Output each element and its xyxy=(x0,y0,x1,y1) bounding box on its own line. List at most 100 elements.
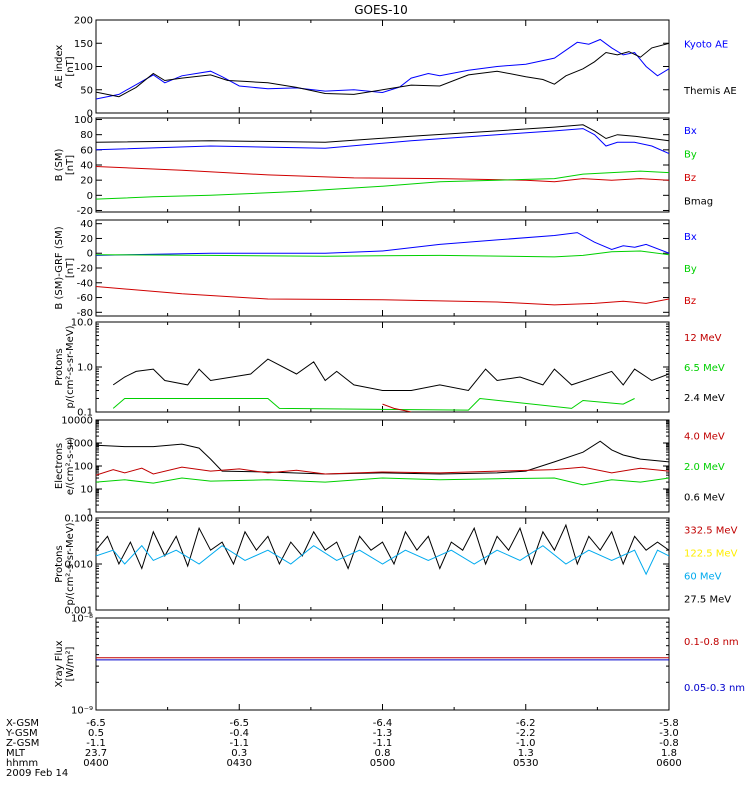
y-tick-label: -80 xyxy=(77,308,93,319)
ephem-value: -1.1 xyxy=(86,738,106,749)
ephem-row-label: Y-GSM xyxy=(5,728,38,739)
ephem-value: -0.8 xyxy=(659,738,679,749)
y-tick-label: 10.0 xyxy=(71,318,93,329)
ephem-value: 0.5 xyxy=(88,728,104,739)
panel-7: 10⁻⁹ 10⁻⁸ Xray Flux[W/m²] 0.1-0.8 nm 0.05-0.… xyxy=(54,614,745,717)
ephem-value: 23.7 xyxy=(85,748,107,759)
y-tick-label: 1.0 xyxy=(77,363,93,374)
y-tick-label: 1 xyxy=(87,508,93,519)
y-tick-label: 0.1 xyxy=(77,408,93,419)
ephem-value: -6.5 xyxy=(86,718,106,729)
legend-entry: 2.4 MeV xyxy=(684,393,725,404)
ephem-row-label: MLT xyxy=(6,748,26,759)
series-line-0-6-mev xyxy=(96,440,669,475)
series-line-2-4-mev xyxy=(112,358,669,392)
series-line-by xyxy=(96,250,669,258)
ephem-row-label: Z-GSM xyxy=(6,738,39,749)
ephem-value: 0400 xyxy=(83,758,108,769)
y-tick-label: 150 xyxy=(74,39,93,50)
y-tick-label: 80 xyxy=(80,130,93,141)
series-line-bz xyxy=(96,166,669,183)
y-tick-label: 40 xyxy=(80,161,93,172)
legend-entry: Bz xyxy=(684,296,696,307)
ephem-row-label: X-GSM xyxy=(6,718,39,729)
y-tick-label: -20 xyxy=(77,206,93,217)
y-tick-label: 20 xyxy=(80,234,93,245)
series-line-4-0-mev xyxy=(96,466,669,476)
y-tick-label: 0 xyxy=(87,249,93,260)
ephem-value: -1.0 xyxy=(516,738,536,749)
legend-entry: 27.5 MeV xyxy=(684,595,731,606)
series-line-bx xyxy=(96,232,669,256)
ephem-value: -5.8 xyxy=(659,718,679,729)
y-tick-label: 0 xyxy=(87,109,93,120)
y-axis-label: Xray Flux[W/m²] xyxy=(54,640,76,687)
ephem-value: 0530 xyxy=(513,758,538,769)
panel-frame xyxy=(95,419,670,513)
y-tick-label: 10000 xyxy=(61,416,93,427)
series-line-kyoto-ae xyxy=(96,38,669,100)
panel-3: -80 -60 -40 -20 0 20 40 B (SM)-GRF (SM)[nT] Bx By… xyxy=(54,219,697,319)
legend-entry: Bx xyxy=(684,232,697,243)
series-line-bmag xyxy=(96,124,669,143)
legend-entry: 2.0 MeV xyxy=(684,462,725,473)
legend-entry: Themis AE xyxy=(683,86,737,97)
ephem-value: 0430 xyxy=(227,758,252,769)
ephem-value: -1.1 xyxy=(373,738,393,749)
series-line-60-mev xyxy=(96,544,669,576)
legend-entry: 0.6 MeV xyxy=(684,493,725,504)
y-tick-label: -20 xyxy=(77,264,93,275)
y-tick-label: 1000 xyxy=(68,439,93,450)
y-tick-label: 20 xyxy=(80,176,93,187)
y-tick-label: 0.010 xyxy=(64,560,93,571)
series-line-by xyxy=(96,170,669,200)
ephem-value: 0.3 xyxy=(231,748,247,759)
y-tick-label: 50 xyxy=(80,85,93,96)
y-tick-label: 10⁻⁸ xyxy=(71,614,93,625)
y-axis-label: B (SM)[nT] xyxy=(54,148,76,181)
panel-1: 0 50 100 150 200 AE index[nT] Kyoto AE Themis A… xyxy=(54,16,737,120)
ephem-value: 0600 xyxy=(656,758,681,769)
legend-entry: 12 MeV xyxy=(684,333,722,344)
y-tick-label: 60 xyxy=(80,145,93,156)
ephem-value: -1.3 xyxy=(373,728,393,739)
ephem-value: 1.8 xyxy=(661,748,677,759)
y-tick-label: 100 xyxy=(74,115,93,126)
legend-entry: By xyxy=(684,149,697,160)
ephem-value: -0.4 xyxy=(229,728,249,739)
ephem-value: 1.3 xyxy=(518,748,534,759)
ephem-value: -6.2 xyxy=(516,718,536,729)
ephemeris-table: X-GSM -6.5 -6.5 -6.4 -6.2 -5.8 Y-GSM 0.5 -0.4 -1.… xyxy=(5,718,682,769)
legend-entry: 4.0 MeV xyxy=(684,431,725,442)
legend-entry: Kyoto AE xyxy=(684,39,728,50)
y-axis-label: Protonsp/(cm²-s-sr-MeV) xyxy=(54,325,76,408)
series-line-bz xyxy=(96,286,669,306)
series-line-12-mev xyxy=(382,403,412,412)
y-tick-label: 10⁻⁹ xyxy=(71,706,93,717)
legend-entry: By xyxy=(684,264,697,275)
ephem-value: -6.4 xyxy=(373,718,393,729)
y-tick-label: 40 xyxy=(80,219,93,230)
y-axis-label: AE index[nT] xyxy=(54,45,76,89)
y-tick-label: 0.100 xyxy=(64,514,93,525)
y-axis-label: Protonsp/(cm²-s-sr-MeV) xyxy=(54,522,76,605)
ephem-value: -6.5 xyxy=(229,718,249,729)
panel-frame xyxy=(95,219,670,317)
series-line-themis-ae xyxy=(96,42,669,98)
y-tick-label: 10 xyxy=(80,485,93,496)
series-line-2-0-mev xyxy=(96,477,669,486)
legend-entry: 0.05-0.3 nm xyxy=(684,683,745,694)
ephem-value: 0500 xyxy=(370,758,395,769)
date-label: 2009 Feb 14 xyxy=(6,768,68,779)
legend-entry: 6.5 MeV xyxy=(684,363,725,374)
panel-frame xyxy=(95,19,670,114)
y-tick-label: 0 xyxy=(87,191,93,202)
y-tick-label: 100 xyxy=(74,462,93,473)
y-tick-label: -60 xyxy=(77,293,93,304)
plot-title: GOES-10 xyxy=(354,3,408,17)
legend-entry: 332.5 MeV xyxy=(684,526,738,537)
ephem-value: -2.2 xyxy=(516,728,536,739)
